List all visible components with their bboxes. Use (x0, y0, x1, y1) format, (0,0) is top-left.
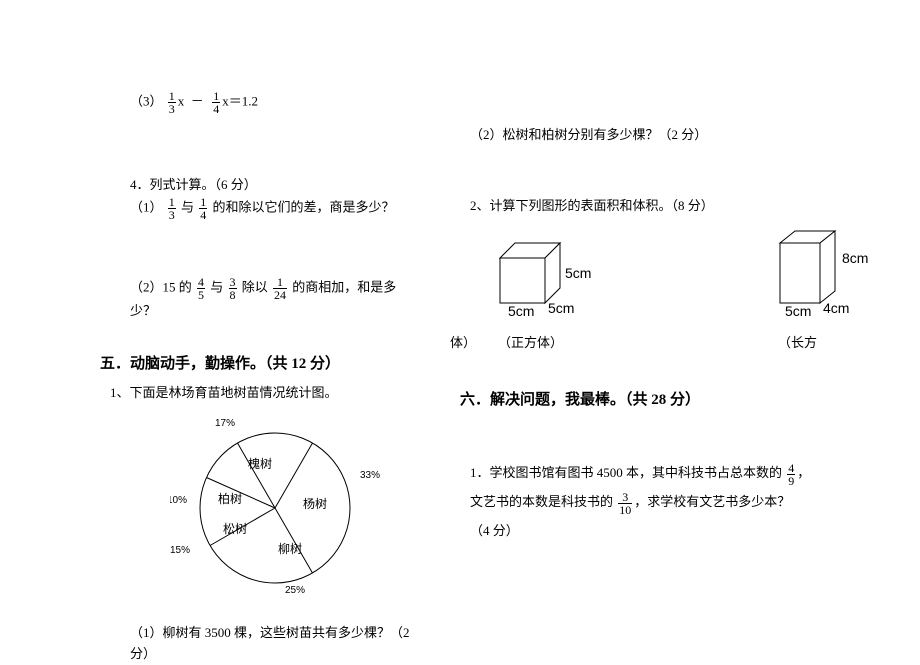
frac-1-3b: 1 3 (168, 196, 176, 221)
frac-3-10: 3 10 (618, 491, 632, 516)
cuboid-side (820, 231, 835, 303)
section-5-title: 五．动脑动手，勤操作。（共 12 分） (100, 352, 420, 373)
frac-3-8: 3 8 (229, 276, 237, 301)
cuboid-h: 8cm (842, 250, 868, 266)
q3-prefix: （3） (130, 93, 163, 108)
svg-text:17%: 17% (215, 418, 235, 429)
q6-1: 1．学校图书馆有图书 4500 本，其中科技书占总本数的 4 9 ， 文艺书的本… (470, 459, 890, 545)
q4-2-prefix: （2）15 的 (130, 279, 192, 294)
cuboid-w: 5cm (785, 303, 811, 319)
q4-title: 4．列式计算。（6 分） (130, 175, 420, 196)
cube-caption: （正方体） (498, 332, 600, 351)
q4-2: （2）15 的 4 5 与 3 8 除以 1 24 的商相加，和是多少？ (130, 276, 420, 322)
pie-chart-wrap: 杨树 33% 柳树 25% 松树 15% 柏树 10% 槐树 17% (170, 413, 380, 608)
svg-text:柳树: 柳树 (278, 541, 302, 556)
right-column: （2）松树和柏树分别有多少棵？（2 分） 2、计算下列图形的表面积和体积。（8 … (440, 0, 920, 651)
frac-1-4b: 1 4 (199, 196, 207, 221)
cube-h: 5cm (565, 265, 591, 281)
q6-1-d: ，求学校有文艺书多少本？ (634, 494, 790, 509)
section-6-title: 六．解决问题，我最棒。（共 28 分） (460, 388, 890, 409)
cuboid-d: 4cm (823, 300, 849, 316)
cuboid-svg: 8cm 4cm 5cm (770, 223, 890, 323)
shapes-row: 5cm 5cm 5cm （正方体） 8cm 4cm 5cm （长方 (490, 223, 890, 351)
svg-text:15%: 15% (170, 545, 190, 556)
q4-1: （1） 1 3 与 1 4 的和除以它们的差，商是多少？ (130, 196, 420, 221)
cuboid-front (780, 243, 820, 303)
cube-d: 5cm (548, 300, 574, 316)
cube-block: 5cm 5cm 5cm （正方体） (490, 233, 600, 351)
svg-text:25%: 25% (285, 585, 305, 596)
frac-1-4: 1 4 (212, 90, 220, 115)
svg-text:槐树: 槐树 (248, 456, 272, 471)
svg-text:柏树: 柏树 (218, 491, 242, 506)
q4-1-tail: 的和除以它们的差，商是多少？ (213, 199, 395, 214)
q4-2-mid2: 除以 (242, 279, 268, 294)
cuboid-caption-a: （长方 (778, 332, 890, 351)
q3-line: （3） 1 3 x － 1 4 x＝1.2 (130, 90, 420, 115)
cuboid-block: 8cm 4cm 5cm （长方 (770, 223, 890, 351)
pie-intro: 1、下面是林场育苗地树苗情况统计图。 (110, 383, 420, 404)
q3-tail: ＝1.2 (229, 93, 258, 108)
q4-1-mid: 与 (181, 199, 194, 214)
svg-text:杨树: 杨树 (303, 496, 327, 511)
left-column: （3） 1 3 x － 1 4 x＝1.2 4．列式计算。（6 分） （1） 1… (0, 0, 440, 651)
shapes-title: 2、计算下列图形的表面积和体积。（8 分） (470, 196, 890, 217)
svg-text:33%: 33% (360, 470, 380, 481)
q4-1-prefix: （1） (130, 199, 163, 214)
q6-1-b: ， (797, 465, 810, 480)
pie-chart: 杨树 33% 柳树 25% 松树 15% 柏树 10% 槐树 17% (170, 413, 380, 603)
cube-svg: 5cm 5cm 5cm (490, 233, 600, 323)
q6-1-e: （4 分） (470, 523, 519, 538)
cube-w: 5cm (508, 303, 534, 319)
page: （3） 1 3 x － 1 4 x＝1.2 4．列式计算。（6 分） （1） 1… (0, 0, 920, 651)
frac-1-3: 1 3 (168, 90, 176, 115)
r-q2: （2）松树和柏树分别有多少棵？（2 分） (470, 125, 890, 146)
cube-front (500, 258, 545, 303)
svg-text:松树: 松树 (223, 521, 247, 536)
q4-2-mid1: 与 (210, 279, 223, 294)
svg-text:10%: 10% (170, 495, 187, 506)
frac-1-24: 1 24 (273, 276, 287, 301)
frac-4-9: 4 9 (787, 462, 795, 487)
frac-4-5: 4 5 (197, 276, 205, 301)
q6-1-c: 文艺书的本数是科技书的 (470, 494, 613, 509)
pie-q1: （1）柳树有 3500 棵，这些树苗共有多少棵？（2 分） (130, 623, 420, 665)
q6-1-a: 1．学校图书馆有图书 4500 本，其中科技书占总本数的 (470, 465, 782, 480)
